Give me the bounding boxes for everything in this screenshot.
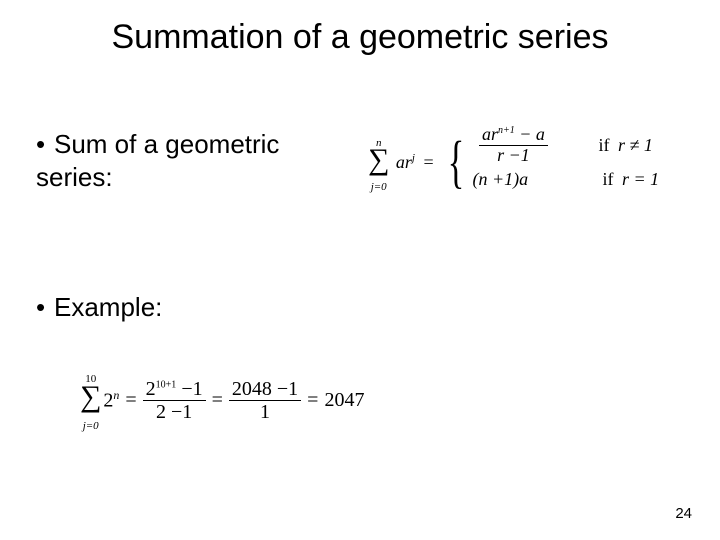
case1-numerator: arn+1 − a <box>479 125 548 146</box>
example-frac2: 2048 −1 1 <box>229 378 301 423</box>
case1-condition: if r ≠ 1 <box>598 135 652 156</box>
frac1-den: 2 −1 <box>143 401 206 423</box>
case1-denominator: r −1 <box>479 146 548 166</box>
bullet-sum-definition: •Sum of a geometric series: <box>36 128 346 193</box>
formula-example: 10 ∑ j=0 2n = 210+1 −1 2 −1 = 2048 −1 1 … <box>80 365 364 435</box>
case1-fraction: arn+1 − a r −1 <box>479 125 548 166</box>
bullet-dot: • <box>36 128 54 161</box>
frac1-num: 210+1 −1 <box>143 378 206 401</box>
case-row-2: (n +1)a if r = 1 <box>468 162 659 196</box>
bullet-example: •Example: <box>36 292 436 323</box>
summand: arj <box>396 152 415 173</box>
case2-expr: (n +1)a <box>468 169 562 190</box>
summand: 2n <box>103 388 119 413</box>
frac2-den: 1 <box>229 401 301 423</box>
example-result: 2047 <box>324 389 364 412</box>
equals-sign: = <box>125 389 136 412</box>
sigma-symbol: ∑ <box>368 143 389 176</box>
sigma-block: 10 ∑ j=0 <box>80 365 101 435</box>
sigma-block: n ∑ j=0 <box>368 130 389 195</box>
slide: Summation of a geometric series •Sum of … <box>0 0 720 540</box>
equals-sign: = <box>212 389 223 412</box>
summand-base: ar <box>396 152 412 172</box>
example-frac1: 210+1 −1 2 −1 <box>143 378 206 423</box>
cases: arn+1 − a r −1 if r ≠ 1 (n +1)a if r = 1 <box>468 128 659 196</box>
frac2-num: 2048 −1 <box>229 378 301 401</box>
equals-sign: = <box>307 389 318 412</box>
bullet-text: Example: <box>54 292 162 322</box>
summand-exp: j <box>412 152 415 164</box>
case1-expr: arn+1 − a r −1 <box>468 125 558 166</box>
bullet-text: Sum of a geometric series: <box>36 129 279 192</box>
left-brace: { <box>448 137 465 187</box>
sigma-symbol: ∑ <box>80 380 101 413</box>
equals-sign: = <box>423 152 433 173</box>
sum-lower-limit: j=0 <box>371 181 387 193</box>
case2-condition: if r = 1 <box>602 169 659 190</box>
brace-wrap: { arn+1 − a r −1 if r ≠ 1 (n +1)a if <box>442 128 659 196</box>
bullet-dot: • <box>36 292 54 323</box>
page-number: 24 <box>675 505 692 522</box>
case-row-1: arn+1 − a r −1 if r ≠ 1 <box>468 128 659 162</box>
sum-lower-limit: j=0 <box>83 420 99 432</box>
formula-geometric-sum: n ∑ j=0 arj = { arn+1 − a r −1 if r ≠ 1 <box>368 128 698 196</box>
slide-title: Summation of a geometric series <box>0 18 720 57</box>
